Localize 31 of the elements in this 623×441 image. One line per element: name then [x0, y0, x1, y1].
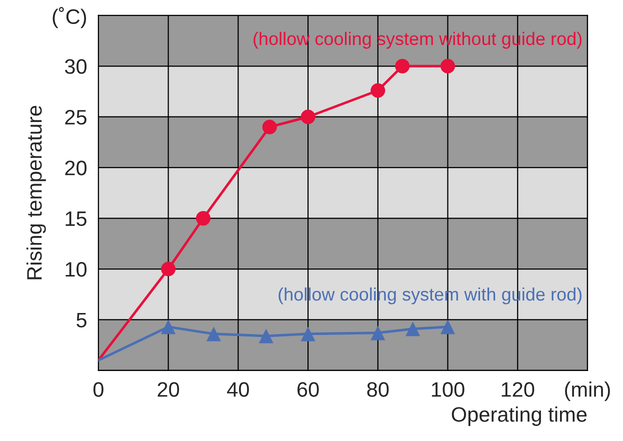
x-tick-label: 60 [298, 382, 319, 397]
point [440, 320, 456, 334]
x-tick-label: 120 [502, 382, 534, 397]
y-tick-label: 20 [65, 160, 87, 176]
point [406, 322, 420, 336]
point [206, 326, 221, 342]
x-tick-label: 20 [158, 382, 180, 397]
x-axis-title: Operating time [452, 406, 587, 426]
y-tick-label: 5 [76, 312, 86, 328]
x-tick-label: 0 [93, 382, 104, 397]
point [440, 58, 456, 74]
point [161, 262, 176, 276]
y-axis-title: Rising temperature [26, 106, 46, 280]
y-tick-label: 25 [65, 110, 86, 125]
point [262, 120, 277, 134]
point [370, 83, 386, 98]
x-tick-label: 80 [367, 382, 389, 397]
point [370, 326, 386, 340]
point [258, 328, 274, 344]
x-tick-label: (min) [565, 382, 610, 401]
y-tick-label: 15 [66, 212, 86, 226]
y-tick-label: (˚C) [52, 7, 86, 28]
x-tick-label: 40 [227, 382, 249, 397]
y-tick-label: 10 [66, 262, 87, 277]
point [395, 58, 410, 74]
point [196, 211, 211, 226]
point [300, 326, 316, 342]
point [161, 320, 176, 334]
x-tick-label: 100 [432, 382, 464, 397]
y-tick-label: 30 [64, 59, 87, 74]
point [300, 110, 316, 124]
